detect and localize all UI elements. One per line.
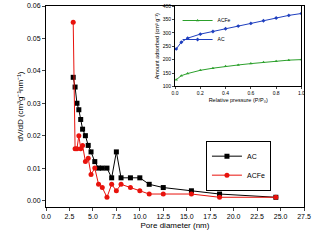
svg-text:Amount adsorbed (cm³ g⁻¹): Amount adsorbed (cm³ g⁻¹) bbox=[154, 13, 160, 79]
svg-text:15.0: 15.0 bbox=[180, 213, 194, 220]
svg-text:0.02: 0.02 bbox=[27, 132, 41, 139]
svg-text:0.01: 0.01 bbox=[27, 165, 41, 172]
svg-text:0.2: 0.2 bbox=[197, 90, 204, 96]
svg-text:Pore diameter (nm): Pore diameter (nm) bbox=[141, 221, 210, 230]
svg-text:ACFe: ACFe bbox=[218, 17, 231, 23]
svg-text:1.0: 1.0 bbox=[298, 90, 305, 96]
svg-text:25.0: 25.0 bbox=[274, 213, 288, 220]
svg-text:400: 400 bbox=[163, 3, 172, 9]
svg-text:dV/dD (cm³g⁻¹nm⁻¹): dV/dD (cm³g⁻¹nm⁻¹) bbox=[16, 71, 25, 141]
svg-text:0.0: 0.0 bbox=[172, 90, 179, 96]
svg-text:12.5: 12.5 bbox=[156, 213, 170, 220]
svg-text:0.06: 0.06 bbox=[27, 2, 41, 9]
svg-text:17.5: 17.5 bbox=[203, 213, 217, 220]
svg-text:22.5: 22.5 bbox=[250, 213, 264, 220]
svg-text:0.6: 0.6 bbox=[247, 90, 254, 96]
svg-text:350: 350 bbox=[163, 16, 172, 22]
svg-text:0.04: 0.04 bbox=[27, 67, 41, 74]
svg-text:AC: AC bbox=[247, 153, 257, 160]
svg-text:AC: AC bbox=[218, 36, 225, 42]
svg-text:Relative pressure (P/P₀): Relative pressure (P/P₀) bbox=[209, 97, 268, 103]
svg-text:0.0: 0.0 bbox=[41, 213, 51, 220]
svg-text:100: 100 bbox=[163, 83, 172, 89]
svg-text:20.0: 20.0 bbox=[227, 213, 241, 220]
svg-text:0.03: 0.03 bbox=[27, 100, 41, 107]
svg-text:0.00: 0.00 bbox=[27, 197, 41, 204]
svg-text:0.4: 0.4 bbox=[222, 90, 229, 96]
svg-text:0.05: 0.05 bbox=[27, 35, 41, 42]
svg-text:250: 250 bbox=[163, 43, 172, 49]
svg-text:200: 200 bbox=[163, 56, 172, 62]
svg-text:27.5: 27.5 bbox=[297, 213, 311, 220]
svg-text:300: 300 bbox=[163, 30, 172, 36]
svg-text:7.5: 7.5 bbox=[111, 213, 121, 220]
svg-text:0.8: 0.8 bbox=[273, 90, 280, 96]
svg-text:2.5: 2.5 bbox=[65, 213, 75, 220]
svg-text:10.0: 10.0 bbox=[133, 213, 147, 220]
svg-text:5.0: 5.0 bbox=[88, 213, 98, 220]
svg-text:ACFe: ACFe bbox=[247, 172, 265, 179]
svg-text:150: 150 bbox=[163, 70, 172, 76]
